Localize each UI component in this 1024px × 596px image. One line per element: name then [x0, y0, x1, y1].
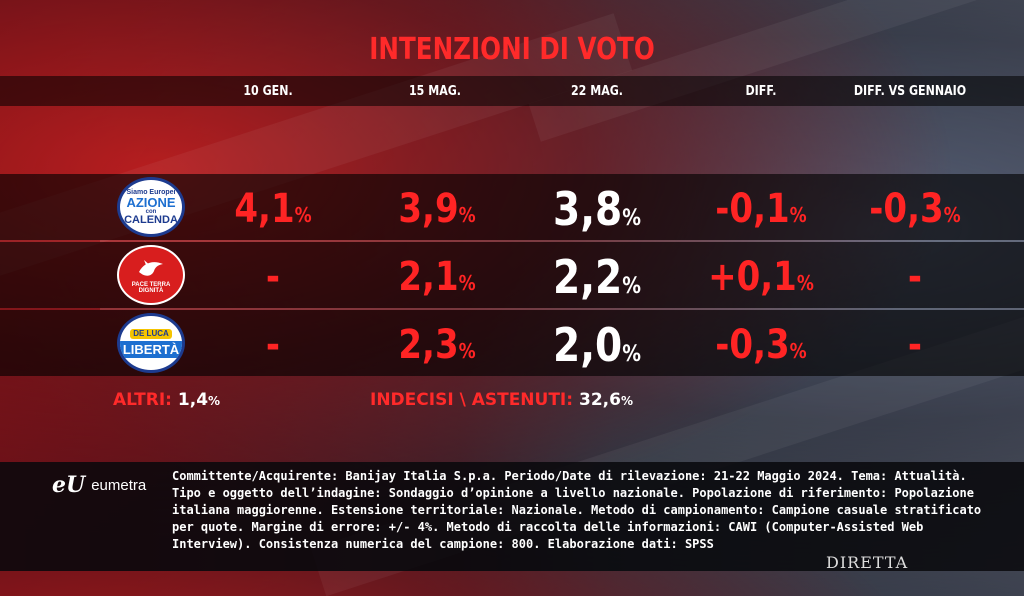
- value-text: 3,9: [398, 186, 459, 232]
- value-text: 2,3: [398, 322, 459, 368]
- column-header-22-mag: 22 MAG.: [570, 84, 624, 99]
- value-text: -0,3: [869, 186, 944, 232]
- pace-terra-dignita-logo: PACE TERRA DIGNITÀ: [117, 245, 185, 305]
- value-text: -: [907, 254, 923, 300]
- value-text: 3,8: [552, 182, 623, 236]
- value-cell-current: 2,0%: [533, 318, 661, 372]
- value-cell: 4,1%: [209, 186, 337, 232]
- logo-text: LIBERTÀ: [120, 340, 182, 358]
- azione-calenda-logo: Siamo Europei AZIONE con CALENDA: [117, 177, 185, 237]
- chart-title: INTENZIONI DI VOTO: [369, 32, 655, 67]
- diff-cell: -0,3%: [697, 322, 825, 368]
- percent-symbol: %: [294, 203, 312, 227]
- value-cell-current: 2,2%: [533, 250, 661, 304]
- value-text: 2,1: [398, 254, 459, 300]
- indecisi-label: INDECISI \ ASTENUTI:: [370, 390, 574, 410]
- logo-text: AZIONE: [126, 194, 176, 210]
- percent-symbol: %: [789, 203, 807, 227]
- value-cell: 3,9%: [373, 186, 501, 232]
- percent-symbol: %: [796, 271, 814, 295]
- brand-name: eumetra: [91, 476, 147, 494]
- de-luca-liberta-logo: DE LUCA LIBERTÀ: [117, 313, 185, 373]
- value-text: -: [907, 322, 923, 368]
- percent-symbol: %: [943, 203, 961, 227]
- column-header-diff-vs-gennaio: DIFF. VS GENNAIO: [853, 84, 967, 99]
- row-divider: [100, 240, 1024, 242]
- eumetra-logo: eU eumetra: [52, 472, 146, 498]
- diff-vs-gennaio-cell: -: [851, 322, 979, 368]
- brand-mark: eU: [52, 472, 86, 498]
- column-header-diff: DIFF.: [745, 84, 777, 99]
- logo-text: DE LUCA: [130, 328, 172, 339]
- percent-symbol: %: [458, 271, 476, 295]
- altri-label: ALTRI:: [113, 390, 172, 410]
- value-text: -: [265, 322, 281, 368]
- percent-symbol: %: [458, 339, 476, 363]
- percent-symbol: %: [622, 342, 642, 367]
- indecisi-unit: %: [620, 394, 633, 408]
- value-cell: 2,1%: [373, 254, 501, 300]
- value-text: +0,1: [708, 254, 797, 300]
- diff-cell: -0,1%: [697, 186, 825, 232]
- percent-symbol: %: [789, 339, 807, 363]
- dove-icon: [139, 260, 163, 276]
- diff-cell: +0,1%: [697, 254, 825, 300]
- altri-summary: ALTRI: 1,4%: [113, 390, 220, 410]
- logo-text: CALENDA: [124, 213, 178, 226]
- diretta-watermark: DIRETTA: [826, 553, 909, 572]
- logo-text: Siamo Europei: [126, 188, 176, 196]
- column-header-15-mag: 15 MAG.: [408, 84, 462, 99]
- value-text: -: [265, 254, 281, 300]
- methodology-text: Committente/Acquirente: Banijay Italia S…: [172, 469, 982, 551]
- percent-symbol: %: [622, 206, 642, 231]
- value-text: -0,1: [715, 186, 790, 232]
- value-cell: -: [209, 322, 337, 368]
- value-text: -0,3: [715, 322, 790, 368]
- methodology-bar: [0, 462, 1024, 571]
- value-cell-current: 3,8%: [533, 182, 661, 236]
- column-header-10-gen: 10 GEN.: [243, 84, 293, 99]
- value-text: 4,1: [234, 186, 295, 232]
- logo-text: PACE TERRA DIGNITÀ: [131, 282, 171, 294]
- diff-vs-gennaio-cell: -: [851, 254, 979, 300]
- value-text: 2,0: [552, 318, 623, 372]
- indecisi-value: 32,6: [578, 390, 621, 410]
- diff-vs-gennaio-cell: -0,3%: [851, 186, 979, 232]
- header-bar: [0, 76, 1024, 106]
- logo-text: con: [145, 208, 157, 215]
- value-cell: -: [209, 254, 337, 300]
- percent-symbol: %: [622, 274, 642, 299]
- percent-symbol: %: [458, 203, 476, 227]
- indecisi-summary: INDECISI \ ASTENUTI: 32,6%: [370, 390, 633, 410]
- altri-unit: %: [208, 394, 221, 408]
- row-divider: [100, 308, 1024, 310]
- altri-value: 1,4: [177, 390, 209, 410]
- value-text: 2,2: [552, 250, 623, 304]
- value-cell: 2,3%: [373, 322, 501, 368]
